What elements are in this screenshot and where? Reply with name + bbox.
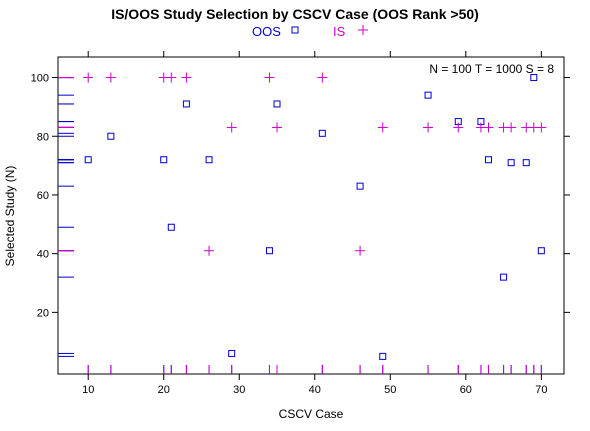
x-tick-label: 30 — [233, 384, 245, 396]
oos-point — [500, 273, 508, 281]
is-point — [483, 122, 494, 133]
legend-label-is: IS — [333, 24, 346, 39]
plot-frame — [57, 56, 565, 375]
is-point — [272, 122, 283, 133]
y-tick-label: 40 — [37, 249, 49, 261]
oos-point — [507, 159, 515, 167]
legend-label-oos: OOS — [252, 24, 281, 39]
is-point — [105, 72, 116, 83]
oos-point — [522, 159, 530, 167]
oos-point — [228, 349, 236, 357]
y-tick-label: 100 — [31, 73, 49, 85]
is-point — [506, 122, 517, 133]
x-tick-label: 40 — [309, 384, 321, 396]
y-axis-label: Selected Study (N) — [3, 166, 17, 267]
is-point — [226, 122, 237, 133]
oos-point — [265, 247, 273, 255]
y-tick-label: 20 — [37, 307, 49, 319]
oos-point — [273, 100, 281, 108]
oos-point — [318, 129, 326, 137]
is-point — [423, 122, 434, 133]
x-tick-label: 70 — [535, 384, 547, 396]
x-tick-label: 60 — [460, 384, 472, 396]
oos-point — [182, 100, 190, 108]
oos-point — [484, 156, 492, 164]
chart-title: IS/OOS Study Selection by CSCV Case (OOS… — [111, 6, 479, 22]
is-point — [453, 122, 464, 133]
oos-point — [424, 91, 432, 99]
is-point — [166, 72, 177, 83]
oos-point — [107, 132, 115, 140]
oos-point — [356, 182, 364, 190]
x-tick-label: 50 — [384, 384, 396, 396]
x-axis: 10 20 30 40 50 60 70 — [82, 51, 547, 396]
is-point — [264, 72, 275, 83]
rug-marks — [58, 77, 542, 374]
oos-point — [160, 156, 168, 164]
chart-annotation: N = 100 T = 1000 S = 8 — [429, 62, 554, 76]
is-point — [536, 122, 547, 133]
oos-point — [205, 156, 213, 164]
legend-marker-oos — [291, 26, 299, 34]
data-points — [83, 72, 547, 360]
oos-point — [167, 223, 175, 231]
is-point — [204, 245, 215, 256]
oos-point — [379, 352, 387, 360]
x-axis-label: CSCV Case — [279, 407, 344, 421]
y-tick-label: 80 — [37, 131, 49, 143]
is-point — [355, 245, 366, 256]
y-axis: 20 40 60 80 100 — [31, 73, 570, 319]
is-point — [83, 72, 94, 83]
oos-point — [530, 74, 538, 82]
legend-marker-is — [358, 25, 368, 35]
oos-point — [84, 156, 92, 164]
is-point — [181, 72, 192, 83]
y-tick-label: 60 — [37, 190, 49, 202]
is-point — [317, 72, 328, 83]
legend: OOS IS — [252, 24, 368, 39]
x-tick-label: 20 — [158, 384, 170, 396]
x-tick-label: 10 — [82, 384, 94, 396]
is-point — [377, 122, 388, 133]
oos-point — [537, 247, 545, 255]
